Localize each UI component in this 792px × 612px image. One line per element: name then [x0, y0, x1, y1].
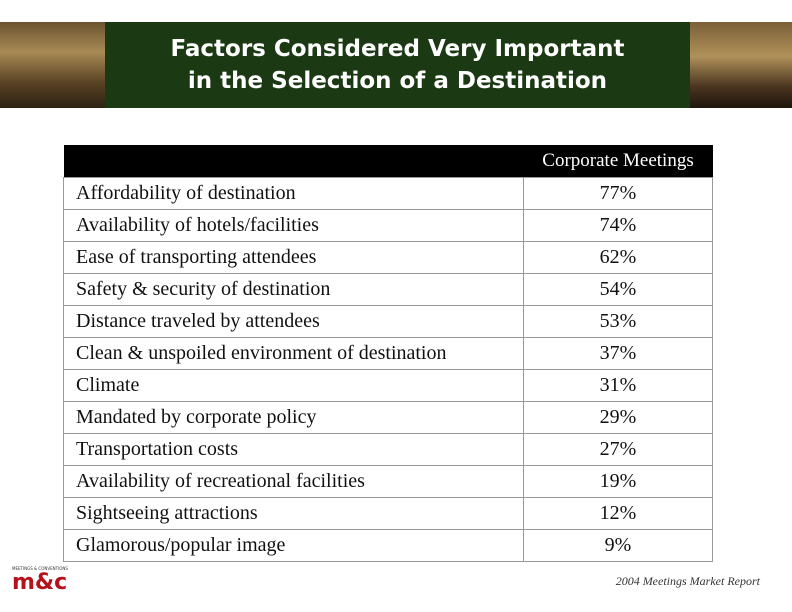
factor-cell: Clean & unspoiled environment of destina… [63, 337, 524, 370]
source: 2004 Meetings Market Report [615, 574, 760, 588]
row: Ease of transporting attendees 62% [63, 241, 713, 274]
factor-cell: Distance traveled by attendees [63, 305, 524, 338]
value-cell: 62% [523, 241, 713, 274]
row: Safety & security of destination 54% [63, 273, 713, 306]
factor-cell: Mandated by corporate policy [63, 401, 524, 434]
row: Availability of hotels/facilities 74% [63, 209, 713, 242]
row: Sightseeing attractions 12% [63, 497, 713, 530]
factor-cell: Climate [63, 369, 524, 402]
row: Glamorous/popular image 9% [63, 529, 713, 562]
factor-cell: Transportation costs [63, 433, 524, 466]
row: Climate 31% [63, 369, 713, 402]
value-cell: 27% [523, 433, 713, 466]
value-cell: 53% [523, 305, 713, 338]
row: Availability of recreational facilities 1… [63, 465, 713, 498]
row: Affordability of destination 77% [63, 177, 713, 210]
title-line: Factors Considered Very Important [170, 36, 625, 62]
value-cell: 29% [523, 401, 713, 434]
banner: Factors Considered Very Important in the… [0, 22, 792, 108]
value-cell: 31% [523, 369, 713, 402]
value-cell: 19% [523, 465, 713, 498]
factor-cell: Safety & security of destination [63, 273, 524, 306]
logo: MEETINGS & CONVENTIONS m&c [12, 566, 92, 596]
row: Transportation costs 27% [63, 433, 713, 466]
logo-mark: m&c [12, 570, 68, 595]
logo-caption: MEETINGS & CONVENTIONS [12, 566, 68, 571]
value-cell: 37% [523, 337, 713, 370]
factor-cell: Availability of recreational facilities [63, 465, 524, 498]
photo [0, 22, 105, 108]
factor-cell: Availability of hotels/facilities [63, 209, 524, 242]
factor-cell: Glamorous/popular image [63, 529, 524, 562]
row: Mandated by corporate policy 29% [63, 401, 713, 434]
value-cell: 12% [523, 497, 713, 530]
header-row: Corporate Meetings [63, 145, 713, 178]
value-cell: 74% [523, 209, 713, 242]
blank-header [63, 145, 524, 178]
row: Clean & unspoiled environment of destina… [63, 337, 713, 370]
value-cell: 9% [523, 529, 713, 562]
title-line: in the Selection of a Destination [187, 68, 608, 94]
table-body: Affordability of destination 77% Availabil… [63, 177, 713, 562]
factor-cell: Affordability of destination [63, 177, 524, 210]
title-box: Factors Considered Very Important in the… [105, 22, 690, 108]
column-header: Corporate Meetings [523, 145, 713, 178]
factor-cell: Sightseeing attractions [63, 497, 524, 530]
row: Distance traveled by attendees 53% [63, 305, 713, 338]
value-cell: 54% [523, 273, 713, 306]
table: Corporate Meetings Affordability of dest… [63, 145, 713, 562]
value-cell: 77% [523, 177, 713, 210]
photo [690, 22, 792, 108]
factor-cell: Ease of transporting attendees [63, 241, 524, 274]
